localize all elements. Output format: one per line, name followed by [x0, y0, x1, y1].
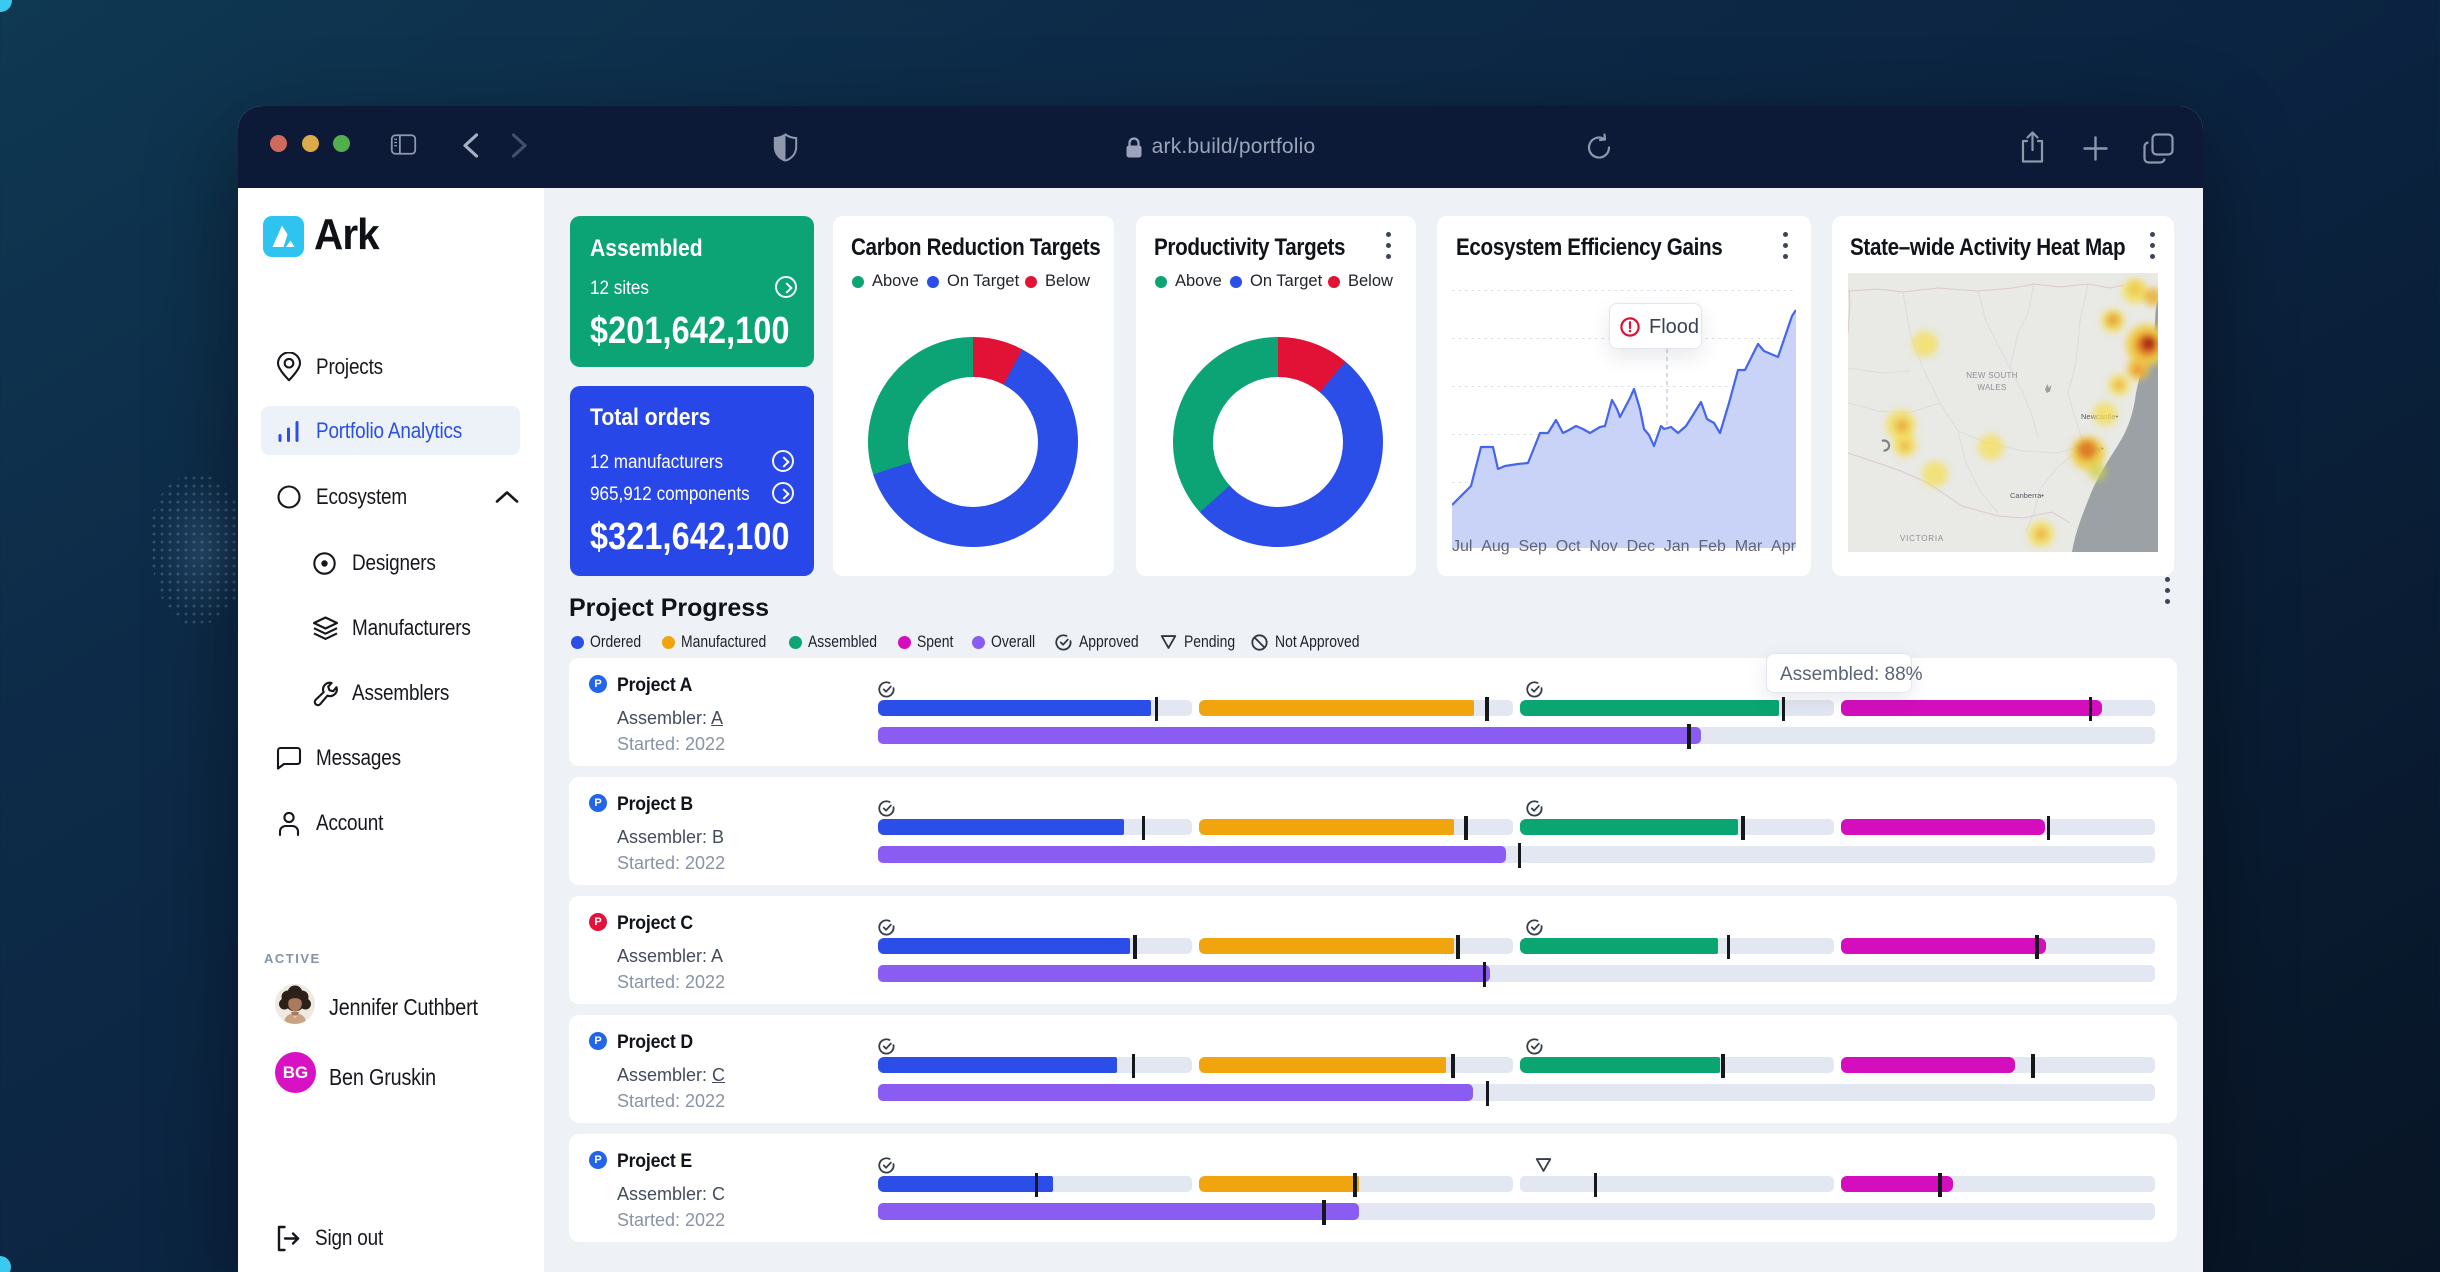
svg-text:NEW SOUTH: NEW SOUTH — [1966, 371, 2018, 380]
svg-text:Canberra•: Canberra• — [2010, 491, 2044, 500]
svg-text:WALES: WALES — [1977, 383, 2006, 392]
svg-text:VICTORIA: VICTORIA — [1900, 534, 1944, 543]
